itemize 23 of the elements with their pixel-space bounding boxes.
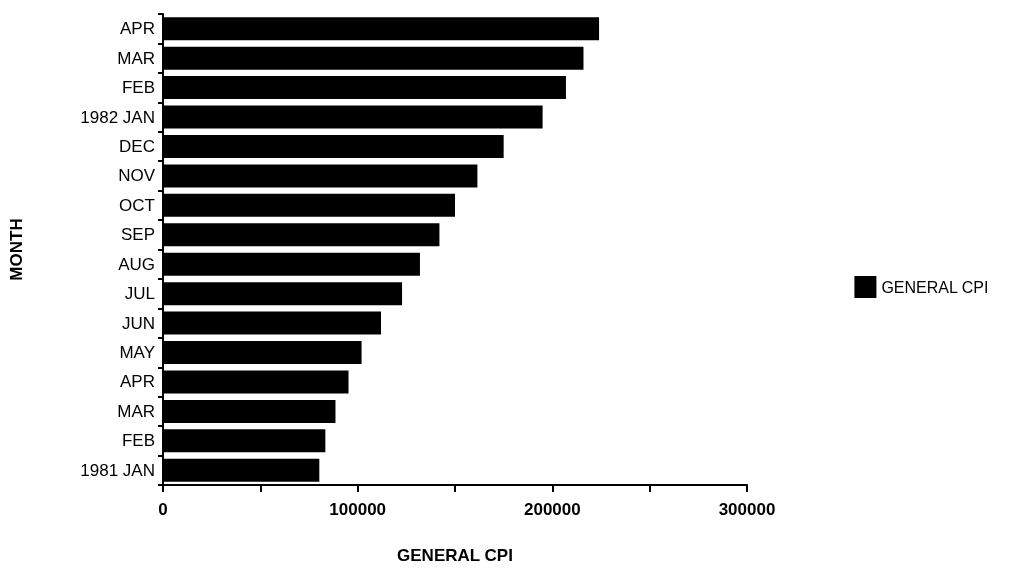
y-tick-label: 1981 JAN <box>80 460 155 480</box>
y-tick-label: SEP <box>120 225 155 245</box>
x-tick-label: 100000 <box>329 500 387 519</box>
y-tick-label: AUG <box>118 254 155 274</box>
x-axis-title: GENERAL CPI <box>397 546 513 565</box>
y-tick-label: NOV <box>118 166 156 186</box>
y-tick-label: MAY <box>119 343 155 363</box>
y-tick-label: FEB <box>121 78 155 98</box>
y-tick-label: DEC <box>119 136 155 156</box>
y-tick-label: OCT <box>119 195 155 215</box>
y-tick-label: FEB <box>121 431 155 451</box>
y-axis-title: MONTH <box>7 218 26 281</box>
y-tick-label: MAR <box>117 48 155 68</box>
legend-label: GENERAL CPI <box>881 278 989 296</box>
y-tick-label: APR <box>120 19 155 39</box>
x-tick-label: 0 <box>158 500 168 519</box>
y-tick-label: MAR <box>117 401 155 421</box>
x-tick-label: 200000 <box>523 500 581 519</box>
y-tick-label: APR <box>120 372 155 392</box>
y-tick-label: JUL <box>124 284 155 304</box>
y-tick-label: 1982 JAN <box>80 107 155 127</box>
y-tick-label: JUN <box>121 313 155 333</box>
x-tick-label: 300000 <box>718 500 776 519</box>
